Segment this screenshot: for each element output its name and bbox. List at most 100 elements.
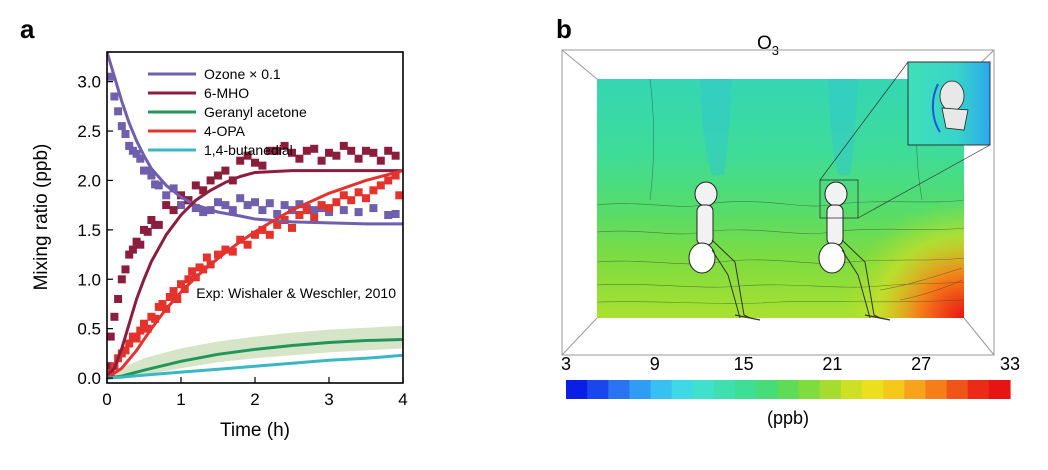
colorbar-cell [692, 380, 715, 399]
4-opa-point [140, 319, 148, 328]
colorbar-cell [650, 380, 673, 399]
6-mho-point [251, 158, 259, 167]
legend-label: 1,4-butanedial [204, 142, 293, 158]
4-opa-point [173, 295, 182, 303]
ozone-0-1-point [132, 149, 141, 158]
6-mho-point [136, 240, 145, 249]
4-opa-point [228, 247, 237, 256]
4-opa-point [177, 280, 185, 289]
ozone-0-1-point [221, 201, 230, 210]
6-mho-point [243, 151, 252, 160]
uncertainty-bands [107, 325, 403, 379]
ozone-0-1-point [136, 154, 145, 163]
6-mho-point [221, 166, 230, 175]
ozone-0-1-line [107, 52, 403, 226]
6-mho-point [128, 245, 137, 254]
y-tick-label: 1.0 [77, 270, 101, 289]
6-mho-point [265, 146, 274, 155]
ozone-0-1-point [265, 199, 274, 208]
ozone-0-1-point [110, 92, 119, 101]
colorbar-cell [671, 380, 694, 399]
x-tick-label: 3 [324, 390, 333, 409]
6-mho-point [191, 181, 200, 190]
legend-label: 4-OPA [204, 123, 246, 139]
legend: Ozone × 0.1 6-MHO Geranyl acetone 4-OPA 1,4-… [148, 66, 307, 158]
colorbar-tick-label: 9 [650, 354, 660, 374]
ozone-0-1-point [310, 206, 319, 215]
6-mho-point [325, 148, 333, 157]
4-opa-point [376, 181, 385, 190]
legend-label: 6-MHO [204, 85, 249, 101]
6-mho-point [339, 141, 348, 150]
4-opa-point [354, 188, 363, 197]
panel-b-label: b [556, 14, 572, 44]
y-tick-label: 0.5 [77, 320, 101, 339]
zoom-line [857, 144, 991, 219]
ozone-0-1-point [243, 201, 252, 210]
4-opa-point [221, 245, 230, 254]
ozone-0-1-point [114, 107, 123, 116]
4-opa-point [391, 171, 400, 180]
y-tick-label: 3.0 [77, 73, 101, 92]
4-opa-point [288, 223, 296, 232]
4-opa-point [362, 194, 370, 203]
legend-label: Geranyl acetone [204, 104, 307, 120]
room-edge [561, 49, 598, 80]
4-opa-point [184, 275, 193, 284]
colorbar-cell [777, 380, 800, 399]
6-mho-point [295, 154, 304, 163]
6-mho-line [107, 169, 403, 378]
6-mho-point [206, 176, 215, 185]
6-mho-point [317, 156, 326, 165]
6-mho-point [376, 156, 385, 165]
panel-a-label: a [20, 14, 35, 44]
6-mho-point [288, 148, 296, 157]
colorbar: 3 9 15 21 27 33 (ppb) [561, 354, 1020, 428]
ozone-0-1-point [236, 194, 245, 203]
colorbar-cell [587, 380, 609, 399]
colorbar-cell [714, 380, 736, 399]
ozone-0-1-point [121, 130, 130, 138]
colorbar-cell [629, 380, 652, 399]
zoom-inset [907, 61, 991, 146]
6-mho-point [114, 295, 123, 303]
person-left [688, 181, 761, 321]
person-right [818, 181, 891, 321]
ozone-0-1-point [295, 200, 304, 209]
4-opa-point [121, 346, 130, 355]
4-opa-point [143, 324, 152, 333]
6-mho-point [110, 312, 119, 321]
4-opa-point [125, 339, 134, 348]
4-opa-point [136, 326, 145, 335]
ozone-0-1-point [251, 198, 259, 207]
geranyl-acetone-line [107, 338, 403, 380]
ozone-0-1-point [107, 72, 115, 81]
ozone-0-1-point [162, 191, 171, 200]
ozone-0-1-point [177, 201, 185, 210]
x-tick-label: 0 [102, 390, 111, 409]
colorbar-cell [904, 380, 927, 399]
ozone-0-1-point [199, 208, 208, 217]
6-mho-point [332, 151, 341, 160]
colorbar-cell [925, 380, 948, 399]
6-mho-point [117, 275, 126, 284]
4-opa-point [295, 211, 304, 219]
6-mho-point [273, 146, 282, 155]
4-opa-point [325, 204, 333, 213]
annotation-exp: Exp: Wishaler & Weschler, 2010 [196, 285, 396, 301]
colorbar-tick-label: 33 [1000, 354, 1020, 374]
ozone-0-1-point [228, 206, 237, 215]
4-opa-point [132, 334, 141, 343]
ozone-0-1-point [169, 184, 178, 193]
4-opa-point [317, 201, 326, 210]
y-axis-label: Mixing ratio (ppb) [31, 144, 52, 291]
1-4-butanedial-line [107, 353, 403, 380]
colorbar-cell [862, 380, 884, 399]
zoom-box [819, 179, 859, 219]
ozone-0-1-point [214, 198, 222, 207]
panel-a: a 0 1 2 3 4 0.0 0.5 1.0 1.5 2.0 2.5 3.0 Time (h) M… [20, 14, 408, 441]
4-opa-point [236, 235, 245, 244]
ozone-0-1-point [280, 201, 289, 210]
room-edge [561, 317, 598, 356]
